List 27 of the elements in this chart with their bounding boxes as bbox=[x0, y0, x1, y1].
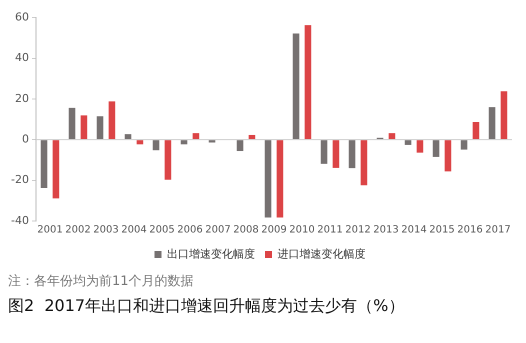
y-tick-label: 60 bbox=[14, 10, 29, 24]
x-tick-label: 2014 bbox=[401, 224, 427, 236]
x-tick-label: 2004 bbox=[121, 224, 147, 236]
legend-label: 进口增速变化幅度 bbox=[278, 247, 366, 260]
text: 图2 2017年出口和进口增速回升幅度为过去少有（%） bbox=[8, 296, 406, 317]
y-tick-label: -40 bbox=[11, 214, 29, 227]
y-tick-label: 40 bbox=[14, 51, 29, 64]
x-tick-label: 2008 bbox=[233, 224, 259, 236]
x-tick-label: 2012 bbox=[345, 224, 371, 236]
y-tick-label: -20 bbox=[11, 173, 29, 186]
x-tick-label: 2002 bbox=[65, 224, 91, 236]
legend-label: 出口增速变化幅度 bbox=[167, 247, 255, 260]
y-tick-label: 0 bbox=[22, 132, 29, 146]
y-tick-label: 20 bbox=[14, 92, 29, 105]
x-tick-label: 2010 bbox=[289, 224, 315, 236]
x-tick-label: 2001 bbox=[37, 224, 63, 236]
x-tick-label: 2013 bbox=[373, 224, 399, 236]
text: 注：各年份均为前11个月的数据 bbox=[8, 273, 195, 290]
x-tick-label: 2011 bbox=[317, 224, 343, 236]
x-tick-label: 2017 bbox=[485, 224, 511, 236]
x-tick-label: 2009 bbox=[261, 224, 287, 236]
x-tick-label: 2016 bbox=[457, 224, 483, 236]
x-tick-label: 2003 bbox=[93, 224, 119, 236]
x-tick-label: 2006 bbox=[177, 224, 203, 236]
x-tick-label: 2007 bbox=[205, 224, 231, 236]
x-tick-label: 2005 bbox=[149, 224, 175, 236]
x-tick-label: 2015 bbox=[429, 224, 455, 236]
